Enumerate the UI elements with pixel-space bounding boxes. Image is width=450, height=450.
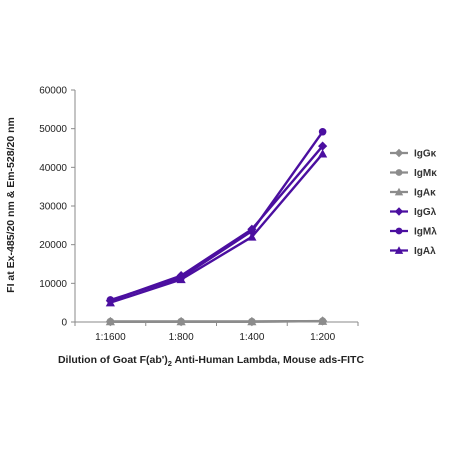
data-point bbox=[176, 317, 186, 326]
legend-item: IgMκ bbox=[390, 168, 437, 179]
legend-label: IgGκ bbox=[414, 149, 437, 160]
legend-item: IgMλ bbox=[390, 227, 437, 238]
series-4 bbox=[106, 127, 327, 304]
data-point bbox=[247, 317, 257, 326]
legend-swatch-marker bbox=[394, 148, 404, 158]
data-point bbox=[105, 298, 115, 307]
data-point bbox=[318, 316, 328, 325]
legend-swatch-marker bbox=[394, 246, 404, 254]
legend-item: IgGκ bbox=[390, 149, 437, 160]
legend-swatch-marker bbox=[395, 169, 403, 176]
legend-item: IgGλ bbox=[390, 207, 437, 218]
legend-item: IgAλ bbox=[390, 246, 436, 257]
y-tick-label: 60000 bbox=[39, 86, 67, 97]
x-axis-title-subscript: 2 bbox=[168, 359, 172, 368]
data-point bbox=[318, 141, 328, 151]
x-tick-label: 1:1600 bbox=[95, 332, 126, 343]
data-point bbox=[247, 232, 257, 241]
legend-label: IgMκ bbox=[414, 168, 437, 179]
x-axis-title-main: Dilution of Goat F(ab') bbox=[58, 354, 168, 366]
series-2 bbox=[105, 316, 328, 326]
x-tick-label: 1:400 bbox=[239, 332, 264, 343]
legend-label: IgAκ bbox=[414, 188, 436, 199]
y-tick-label: 10000 bbox=[39, 279, 67, 290]
x-axis-title: Dilution of Goat F(ab')2 Anti-Human Lamb… bbox=[58, 354, 365, 368]
series-line bbox=[110, 153, 324, 304]
legend-label: IgMλ bbox=[414, 227, 437, 238]
plot-area: 0 10000 20000 30000 40000 50000 60000 1:1600 1:8… bbox=[39, 86, 359, 343]
y-tick-label: 50000 bbox=[39, 124, 67, 135]
series-line bbox=[109, 145, 324, 302]
y-tick-label: 30000 bbox=[39, 202, 67, 213]
data-point bbox=[318, 149, 328, 158]
legend-swatch-marker bbox=[394, 187, 404, 196]
y-axis-title: FI at Ex-485/20 nm & Em-528/20 nm bbox=[5, 117, 17, 293]
series-line bbox=[110, 131, 324, 302]
legend-item: IgAκ bbox=[390, 188, 436, 199]
y-tick-label: 20000 bbox=[39, 240, 67, 251]
legend-swatch-marker bbox=[395, 227, 403, 235]
data-point bbox=[176, 274, 186, 284]
legend-label: IgAλ bbox=[414, 246, 436, 257]
y-tick-label: 0 bbox=[61, 318, 67, 329]
series-5 bbox=[105, 149, 328, 307]
y-tick-label: 40000 bbox=[39, 163, 67, 174]
x-tick-label: 1:800 bbox=[169, 332, 194, 343]
legend-label: IgGλ bbox=[414, 207, 437, 218]
legend-swatch-marker bbox=[394, 207, 404, 216]
x-axis-title-tail: Anti-Human Lambda, Mouse ads-FITC bbox=[172, 354, 365, 366]
legend: IgGκ IgMκ IgAκ IgGλ IgMλ IgAλ bbox=[390, 149, 437, 257]
x-tick-label: 1:200 bbox=[310, 332, 335, 343]
data-point bbox=[105, 317, 115, 326]
series-3 bbox=[105, 141, 328, 306]
data-point bbox=[318, 127, 327, 136]
